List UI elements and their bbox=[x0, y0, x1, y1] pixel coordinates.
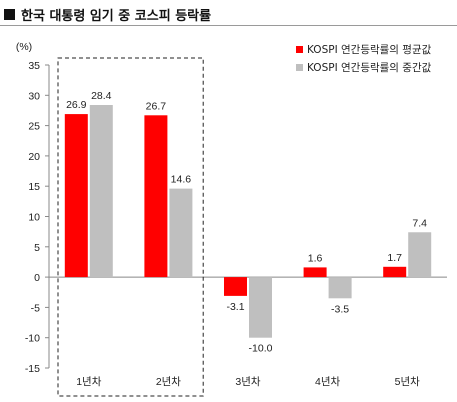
chart-title: 한국 대통령 임기 중 코스피 등락률 bbox=[21, 8, 212, 24]
y-tick-label: 30 bbox=[28, 90, 40, 102]
bar-average bbox=[64, 114, 88, 278]
bar-average bbox=[303, 267, 327, 278]
legend-swatch-median bbox=[296, 63, 303, 71]
data-label: 26.7 bbox=[146, 100, 167, 112]
y-axis-unit-label: (%) bbox=[16, 41, 32, 53]
title-divider bbox=[0, 25, 457, 26]
legend-label-average: KOSPI 연간등락률의 평균값 bbox=[307, 43, 432, 56]
data-label: 1.6 bbox=[308, 252, 323, 264]
x-category-label: 2년차 bbox=[156, 376, 181, 388]
data-label: 1.7 bbox=[387, 252, 402, 264]
y-tick-label: 15 bbox=[28, 181, 40, 193]
y-tick-label: -15 bbox=[25, 363, 40, 375]
title-row: 한국 대통령 임기 중 코스피 등락률 bbox=[4, 4, 453, 24]
data-label: 7.4 bbox=[412, 217, 427, 229]
highlight-box bbox=[57, 57, 204, 397]
bar-average bbox=[224, 277, 247, 296]
y-tick-label: 25 bbox=[28, 121, 40, 133]
legend: KOSPI 연간등락률의 평균값 KOSPI 연간등락률의 중간값 bbox=[296, 40, 431, 76]
y-tick-label: 10 bbox=[28, 212, 40, 224]
bar-median bbox=[169, 188, 193, 278]
legend-swatch-average bbox=[296, 45, 303, 53]
y-tick-label: 0 bbox=[34, 272, 40, 284]
bar-median bbox=[328, 277, 352, 299]
data-label: 14.6 bbox=[171, 174, 192, 186]
y-tick-label: 5 bbox=[34, 242, 40, 254]
y-tick-label: 20 bbox=[28, 151, 40, 163]
legend-label-median: KOSPI 연간등락률의 중간값 bbox=[307, 61, 432, 74]
data-label: -3.5 bbox=[331, 303, 349, 315]
data-label: -10.0 bbox=[249, 343, 273, 355]
y-tick-label: -5 bbox=[31, 302, 40, 314]
bar-median bbox=[249, 277, 272, 338]
legend-item-median: KOSPI 연간등락률의 중간값 bbox=[296, 58, 431, 76]
square-bullet-icon bbox=[4, 8, 15, 20]
data-label: 26.9 bbox=[66, 99, 87, 111]
x-category-label: 5년차 bbox=[395, 376, 420, 388]
bar-median bbox=[89, 104, 113, 278]
legend-item-average: KOSPI 연간등락률의 평균값 bbox=[296, 40, 431, 58]
data-label: 28.4 bbox=[91, 90, 112, 102]
bar-average bbox=[383, 266, 407, 278]
x-category-label: 4년차 bbox=[315, 376, 340, 388]
y-tick-label: -10 bbox=[25, 333, 40, 345]
y-tick-label: 35 bbox=[28, 60, 40, 72]
bar-average bbox=[144, 115, 168, 278]
bar-median bbox=[408, 232, 432, 278]
x-category-label: 3년차 bbox=[235, 376, 260, 388]
data-label: -3.1 bbox=[226, 301, 244, 313]
x-category-label: 1년차 bbox=[76, 376, 101, 388]
